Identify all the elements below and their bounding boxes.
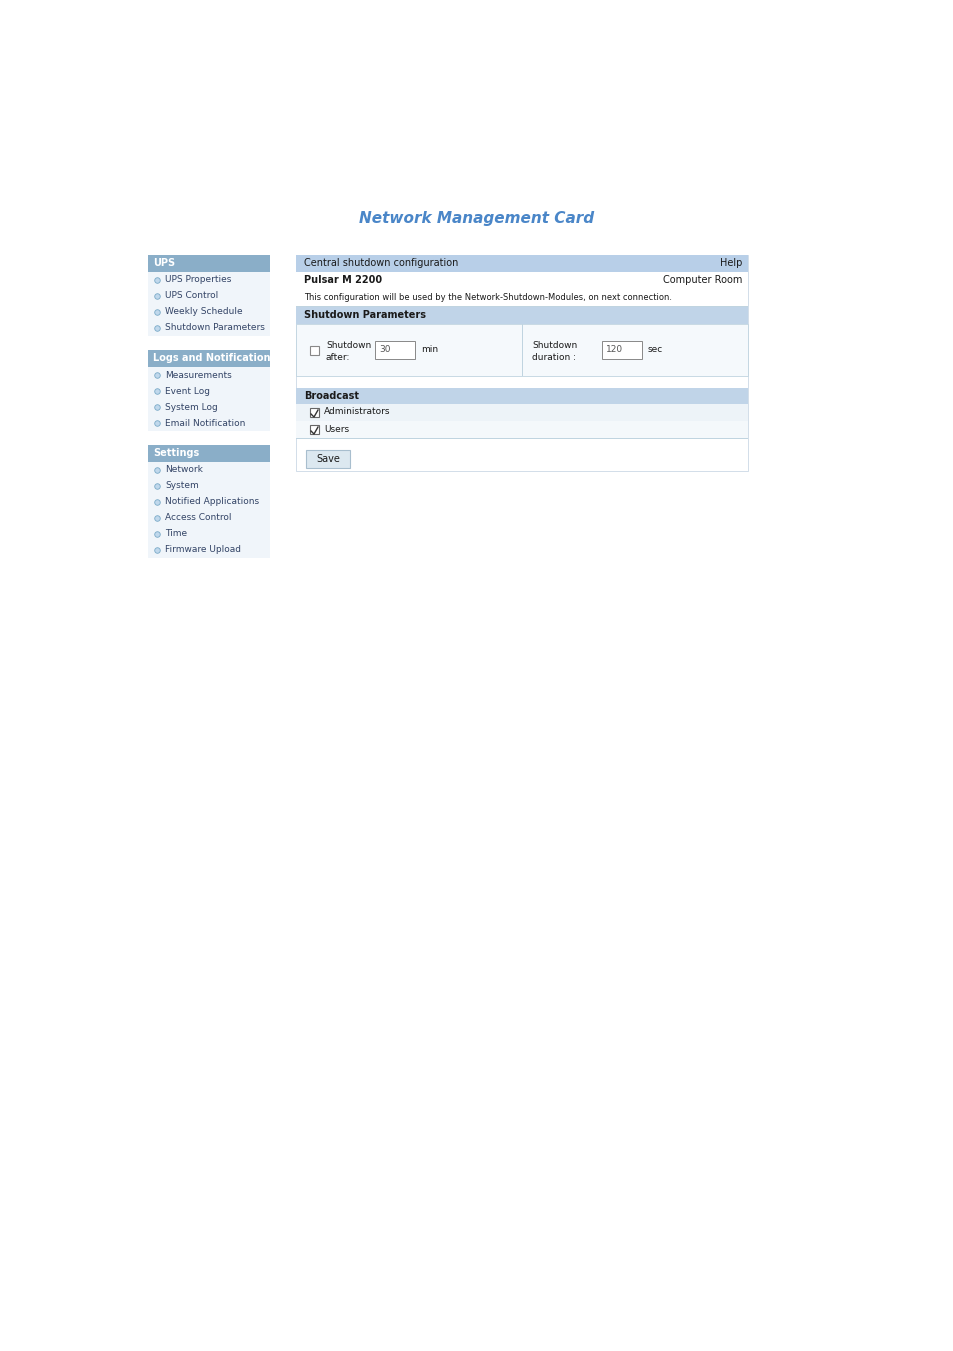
- Text: 30: 30: [378, 346, 390, 354]
- Bar: [148, 509, 270, 526]
- Text: Broadcast: Broadcast: [304, 390, 358, 401]
- Bar: [310, 346, 318, 355]
- Text: Network Management Card: Network Management Card: [359, 211, 594, 226]
- Bar: [310, 408, 318, 417]
- Text: System Log: System Log: [165, 403, 217, 412]
- Text: Firmware Upload: Firmware Upload: [165, 546, 241, 554]
- Bar: [148, 288, 270, 304]
- Bar: [601, 340, 641, 359]
- Text: min: min: [420, 346, 437, 354]
- Text: Administrators: Administrators: [324, 408, 390, 416]
- Bar: [295, 307, 747, 324]
- Bar: [295, 404, 747, 422]
- Bar: [148, 542, 270, 558]
- Bar: [148, 494, 270, 509]
- Text: Weekly Schedule: Weekly Schedule: [165, 308, 242, 316]
- Bar: [148, 272, 270, 288]
- Text: Shutdown: Shutdown: [532, 340, 577, 350]
- Bar: [148, 382, 270, 399]
- Text: Shutdown Parameters: Shutdown Parameters: [304, 309, 426, 320]
- Bar: [148, 462, 270, 478]
- Text: UPS Control: UPS Control: [165, 292, 218, 300]
- Bar: [148, 350, 270, 367]
- Text: Time: Time: [165, 530, 187, 539]
- Text: Settings: Settings: [152, 449, 199, 458]
- Text: Pulsar M 2200: Pulsar M 2200: [304, 276, 382, 285]
- Text: System: System: [165, 481, 198, 490]
- Bar: [310, 426, 318, 434]
- Text: Computer Room: Computer Room: [662, 276, 741, 285]
- Text: Logs and Notification: Logs and Notification: [152, 353, 271, 363]
- Text: This configuration will be used by the Network-Shutdown-Modules, on next connect: This configuration will be used by the N…: [304, 293, 671, 301]
- Bar: [148, 478, 270, 494]
- Bar: [148, 320, 270, 336]
- Text: Email Notification: Email Notification: [165, 419, 245, 427]
- Bar: [148, 444, 270, 462]
- Text: Network: Network: [165, 466, 203, 474]
- Bar: [295, 422, 747, 438]
- Bar: [295, 289, 747, 305]
- Text: duration :: duration :: [532, 353, 576, 362]
- Bar: [295, 324, 747, 376]
- Bar: [295, 255, 747, 272]
- Bar: [148, 367, 270, 382]
- Text: Event Log: Event Log: [165, 386, 210, 396]
- Bar: [295, 255, 747, 471]
- Bar: [521, 324, 522, 376]
- Text: Access Control: Access Control: [165, 513, 232, 523]
- Text: Help: Help: [719, 258, 741, 267]
- Text: UPS Properties: UPS Properties: [165, 276, 232, 285]
- Bar: [295, 388, 747, 404]
- Bar: [295, 272, 747, 289]
- Text: Measurements: Measurements: [165, 370, 232, 380]
- Text: UPS: UPS: [152, 258, 175, 267]
- Bar: [375, 340, 415, 359]
- Bar: [148, 415, 270, 431]
- Text: 120: 120: [605, 346, 622, 354]
- Bar: [148, 255, 270, 272]
- Text: after:: after:: [326, 353, 350, 362]
- Text: Save: Save: [315, 454, 339, 463]
- Text: Notified Applications: Notified Applications: [165, 497, 259, 507]
- Bar: [148, 304, 270, 320]
- Bar: [306, 450, 350, 467]
- Text: Users: Users: [324, 424, 349, 434]
- Bar: [148, 526, 270, 542]
- Text: sec: sec: [647, 346, 662, 354]
- Bar: [148, 399, 270, 415]
- Text: Shutdown Parameters: Shutdown Parameters: [165, 323, 265, 332]
- Text: Shutdown: Shutdown: [326, 340, 371, 350]
- Text: Central shutdown configuration: Central shutdown configuration: [304, 258, 457, 267]
